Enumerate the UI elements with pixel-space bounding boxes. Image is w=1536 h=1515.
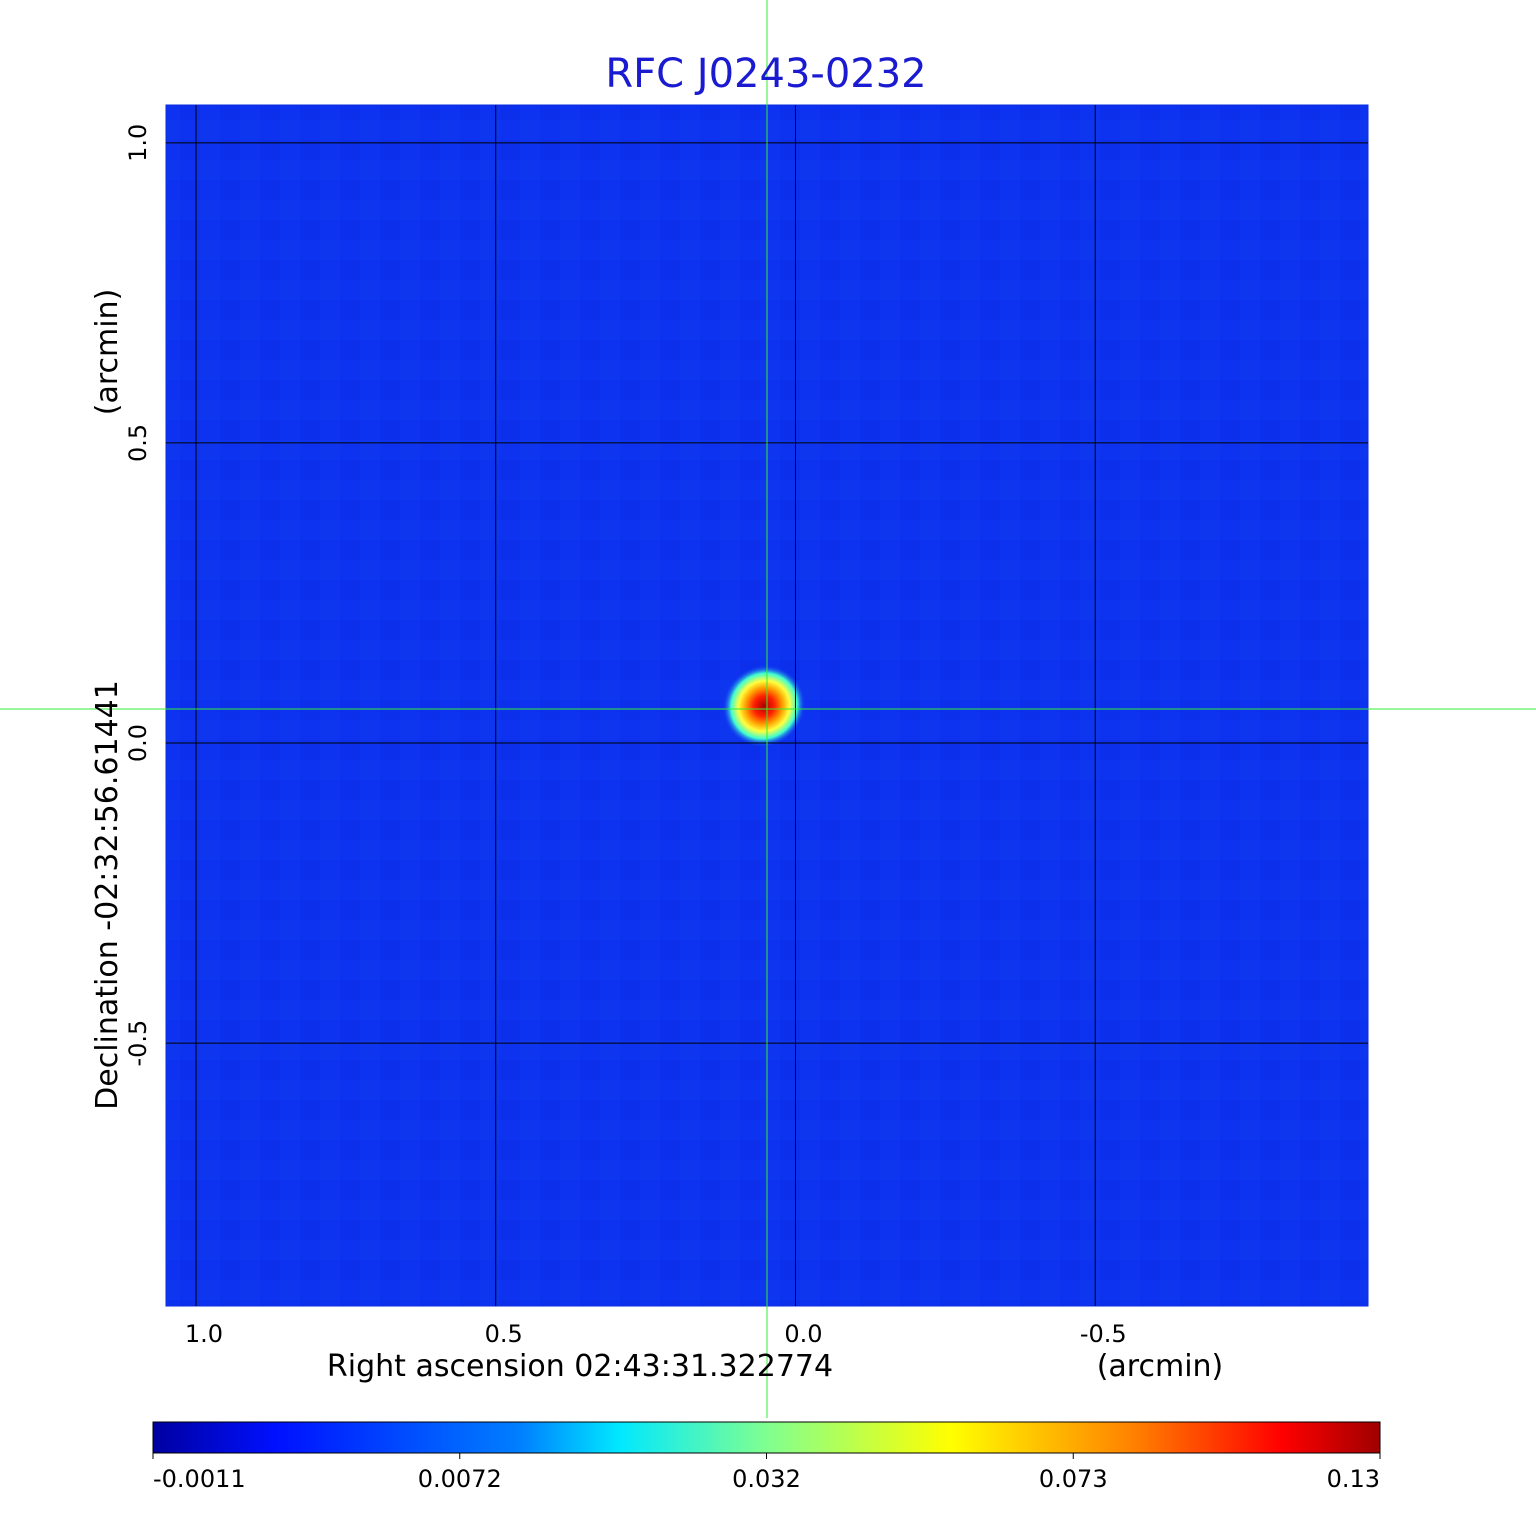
- colorbar-tick-label: -0.0011: [153, 1465, 246, 1493]
- source-blob: [722, 665, 806, 747]
- y-axis-unit: (arcmin): [90, 289, 125, 416]
- x-tick-label: 0.5: [485, 1320, 523, 1348]
- x-axis-unit: (arcmin): [1097, 1349, 1224, 1384]
- x-tick-label: -0.5: [1080, 1320, 1127, 1348]
- colorbar-tick-label: 0.032: [732, 1465, 801, 1493]
- colorbar: [152, 1421, 1381, 1454]
- x-axis-label: Right ascension 02:43:31.322774: [327, 1349, 833, 1384]
- y-tick-label: 0.5: [124, 424, 152, 462]
- y-tick-label: 1.0: [124, 124, 152, 162]
- colorbar-tick-label: 0.073: [1039, 1465, 1108, 1493]
- y-tick-label: -0.5: [124, 1020, 152, 1067]
- colorbar-tick-label: 0.0072: [418, 1465, 502, 1493]
- chart-title: RFC J0243-0232: [605, 51, 926, 97]
- y-axis-label: Declination -02:32:56.61441: [90, 680, 125, 1110]
- colorbar-tick-label: 0.13: [1327, 1465, 1380, 1493]
- x-tick-label: 1.0: [185, 1320, 223, 1348]
- x-tick-label: 0.0: [784, 1320, 822, 1348]
- y-tick-label: 0.0: [124, 724, 152, 762]
